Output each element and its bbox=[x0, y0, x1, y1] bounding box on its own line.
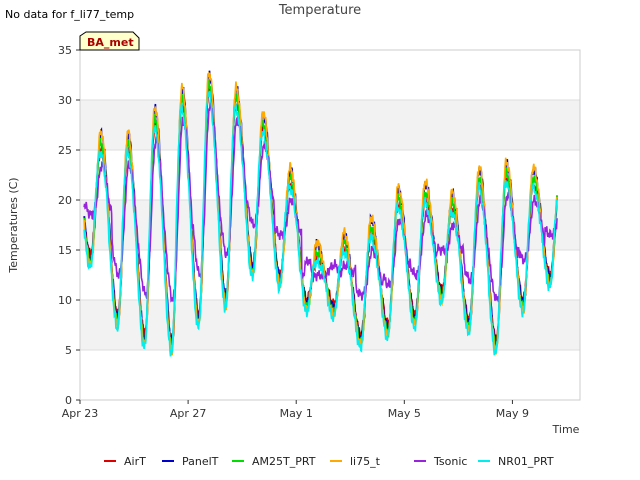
y-axis: 0 5 10 15 20 25 30 35 bbox=[58, 44, 80, 407]
legend-label-li75_t: li75_t bbox=[350, 455, 381, 468]
site-label-badge: BA_met bbox=[79, 31, 140, 51]
legend-label-airt: AirT bbox=[124, 455, 146, 468]
chart-title: Temperature bbox=[278, 3, 361, 18]
site-label-text: BA_met bbox=[87, 36, 134, 49]
x-tick-label: Apr 27 bbox=[170, 407, 207, 420]
x-axis-label: Time bbox=[552, 423, 580, 436]
y-tick-label: 35 bbox=[58, 44, 72, 57]
plot-frame bbox=[79, 49, 581, 401]
series-line-tsonic bbox=[83, 99, 558, 303]
x-tick-label: Apr 23 bbox=[62, 407, 99, 420]
legend-label-panelt: PanelT bbox=[182, 455, 219, 468]
y-tick-label: 30 bbox=[58, 94, 72, 107]
band-25-30 bbox=[80, 100, 580, 150]
y-tick-label: 5 bbox=[65, 344, 72, 357]
legend: AirT PanelT AM25T_PRT li75_t Tsonic NR01_PRT bbox=[104, 455, 554, 468]
y-tick-label: 10 bbox=[58, 294, 72, 307]
band-20-25 bbox=[80, 150, 580, 200]
x-tick-label: May 9 bbox=[496, 407, 529, 420]
legend-label-nr01_prt: NR01_PRT bbox=[498, 455, 554, 468]
band-30-35 bbox=[80, 50, 580, 100]
no-data-note: No data for f_li77_temp bbox=[5, 8, 135, 21]
y-axis-label: Temperatures (C) bbox=[7, 177, 20, 273]
y-tick-label: 15 bbox=[58, 244, 72, 257]
band-0-5 bbox=[80, 350, 580, 400]
y-tick-label: 0 bbox=[65, 394, 72, 407]
y-tick-label: 25 bbox=[58, 144, 72, 157]
series-lines bbox=[83, 70, 558, 357]
plot-background-bands bbox=[80, 49, 580, 401]
x-tick-label: May 1 bbox=[280, 407, 313, 420]
x-axis: Apr 23 Apr 27 May 1 May 5 May 9 bbox=[62, 400, 529, 420]
legend-label-tsonic: Tsonic bbox=[433, 455, 467, 468]
legend-label-am25t_prt: AM25T_PRT bbox=[252, 455, 316, 468]
x-tick-label: May 5 bbox=[388, 407, 421, 420]
series-line-nr01_prt bbox=[83, 89, 558, 357]
y-tick-label: 20 bbox=[58, 194, 72, 207]
